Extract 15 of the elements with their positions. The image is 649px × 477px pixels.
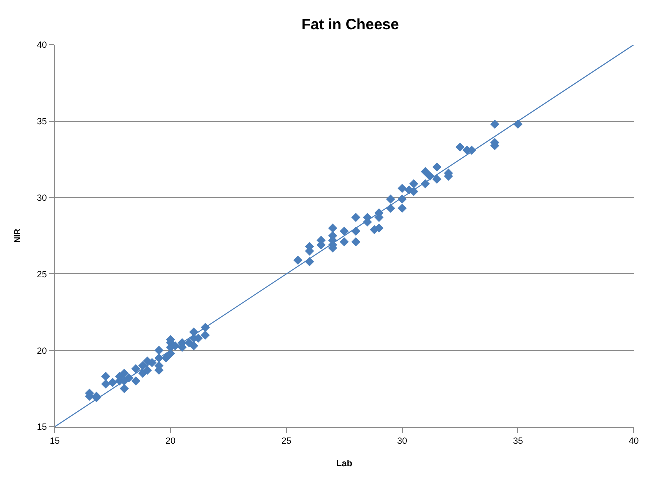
x-tick-label: 20 — [166, 436, 176, 446]
x-tick-label: 30 — [397, 436, 408, 446]
y-tick-label: 20 — [37, 346, 48, 356]
y-tick-label: 30 — [37, 192, 48, 203]
x-tick-label: 35 — [513, 436, 524, 446]
y-axis-title: NIR — [12, 228, 22, 243]
y-tick-label: 25 — [37, 269, 48, 280]
x-tick-label: 40 — [628, 436, 640, 446]
x-tick-label: 15 — [50, 436, 60, 446]
y-tick-label: 40 — [37, 40, 48, 50]
y-tick-label: 15 — [37, 422, 48, 432]
x-axis-title: Lab — [336, 458, 353, 469]
chart-title: Fat in Cheese — [302, 16, 400, 34]
x-tick-label: 25 — [282, 436, 292, 446]
y-tick-label: 35 — [37, 116, 48, 127]
